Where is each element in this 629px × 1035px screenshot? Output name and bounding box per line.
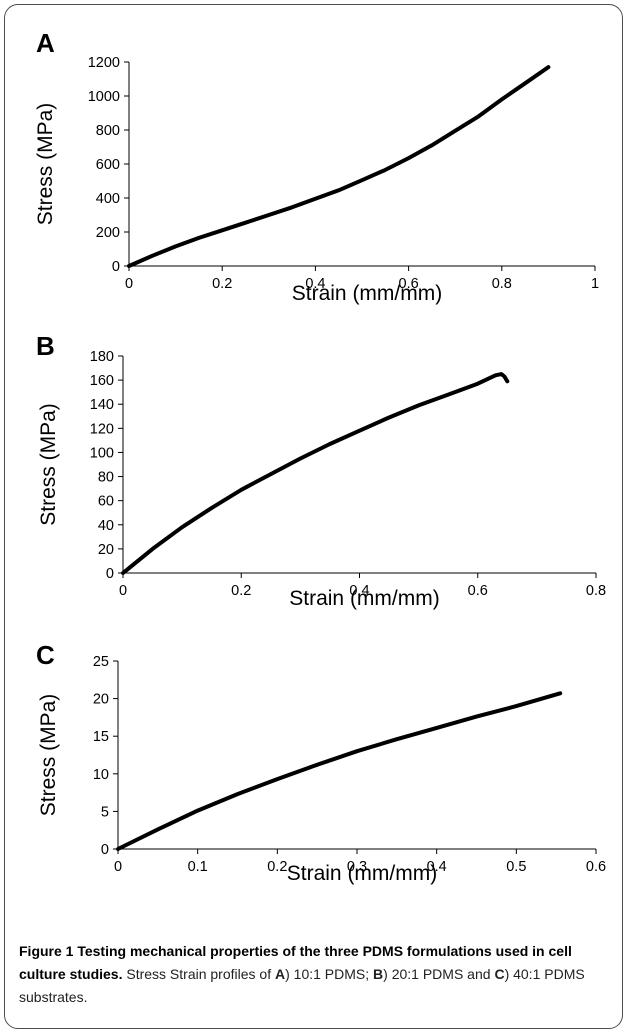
y-axis-title: Stress (MPa) [37, 403, 60, 526]
x-tick-label: 0.1 [188, 859, 208, 875]
x-tick-label: 0.6 [468, 583, 488, 599]
x-axis-title: Strain (mm/mm) [287, 862, 438, 885]
chart-panel-a: A 0 200 400 600 800 1000 1200 0 0.2 0.4 0.6 0.8 1 Stra… [34, 28, 599, 305]
x-tick-label: 0.4 [305, 276, 325, 292]
y-tick-label: 600 [96, 157, 120, 173]
y-tick-label: 180 [90, 349, 114, 365]
y-tick-label: 5 [101, 804, 109, 820]
panel-label-a: A [36, 28, 55, 58]
x-axis-title: Strain (mm/mm) [292, 282, 443, 305]
caption-text: Stress Strain profiles of [122, 966, 275, 982]
y-tick-label: 0 [106, 566, 114, 582]
y-tick-label: 25 [93, 654, 109, 670]
y-axis-title: Stress (MPa) [34, 103, 57, 226]
caption-label-a: A [274, 966, 286, 982]
caption-text: ) 40:1 PDMS substrates. [19, 966, 585, 1005]
x-tick-label: 0.2 [212, 276, 232, 292]
y-tick-label: 100 [90, 445, 114, 461]
x-tick-label: 0.6 [586, 859, 606, 875]
y-tick-label: 0 [101, 842, 109, 858]
caption-label-c: C [494, 966, 505, 982]
y-tick-label: 20 [93, 692, 109, 708]
x-tick-label: 0.2 [231, 583, 251, 599]
y-tick-label: 120 [90, 421, 114, 437]
figure-caption: Figure 1 Testing mechanical properties o… [19, 940, 609, 1009]
x-tick-label: 0 [125, 276, 133, 292]
x-tick-label: 0.5 [506, 859, 526, 875]
chart-panel-c: C 0 5 10 15 20 25 0 0.1 0.2 0.3 0.4 0.5 0.6 Strain (mm… [36, 640, 606, 885]
y-tick-label: 1000 [88, 89, 120, 105]
stress-strain-curve [127, 65, 551, 268]
x-tick-label: 0.8 [586, 583, 606, 599]
y-tick-label: 200 [96, 225, 120, 241]
chart-panel-b: B 0 20 40 60 80 100 120 140 160 180 0 0.2 0.4 0.6 0.8 St… [36, 331, 606, 610]
y-tick-label: 60 [98, 494, 114, 510]
x-tick-label: 0 [119, 583, 127, 599]
stress-strain-curve [121, 372, 510, 575]
x-tick-label: 0.6 [399, 276, 419, 292]
y-tick-label: 800 [96, 123, 120, 139]
caption-title: Figure 1 Testing mechanical properties o… [19, 943, 572, 982]
x-tick-label: 0 [114, 859, 122, 875]
y-tick-label: 160 [90, 373, 114, 389]
panel-label-c: C [36, 640, 55, 670]
x-tick-label: 0.8 [492, 276, 512, 292]
x-tick-label: 1 [591, 276, 599, 292]
y-tick-label: 20 [98, 542, 114, 558]
y-tick-label: 140 [90, 397, 114, 413]
x-tick-label: 0.4 [427, 859, 447, 875]
y-tick-label: 400 [96, 191, 120, 207]
x-tick-label: 0.2 [267, 859, 287, 875]
y-axis-title: Stress (MPa) [37, 694, 60, 817]
caption-text: ) 20:1 PDMS and [383, 966, 495, 982]
x-tick-label: 0.3 [347, 859, 367, 875]
caption-label-b: B [373, 966, 384, 982]
y-tick-label: 0 [112, 259, 120, 275]
caption-text: ) 10:1 PDMS; [285, 966, 374, 982]
x-axis-title: Strain (mm/mm) [289, 587, 440, 610]
stress-strain-curve [116, 691, 563, 851]
panel-label-b: B [36, 331, 55, 361]
y-tick-label: 10 [93, 767, 109, 783]
y-tick-label: 15 [93, 729, 109, 745]
figure-frame [4, 4, 623, 1029]
y-tick-label: 80 [98, 470, 114, 486]
x-tick-label: 0.4 [349, 583, 369, 599]
y-tick-label: 40 [98, 518, 114, 534]
y-tick-label: 1200 [88, 55, 120, 71]
